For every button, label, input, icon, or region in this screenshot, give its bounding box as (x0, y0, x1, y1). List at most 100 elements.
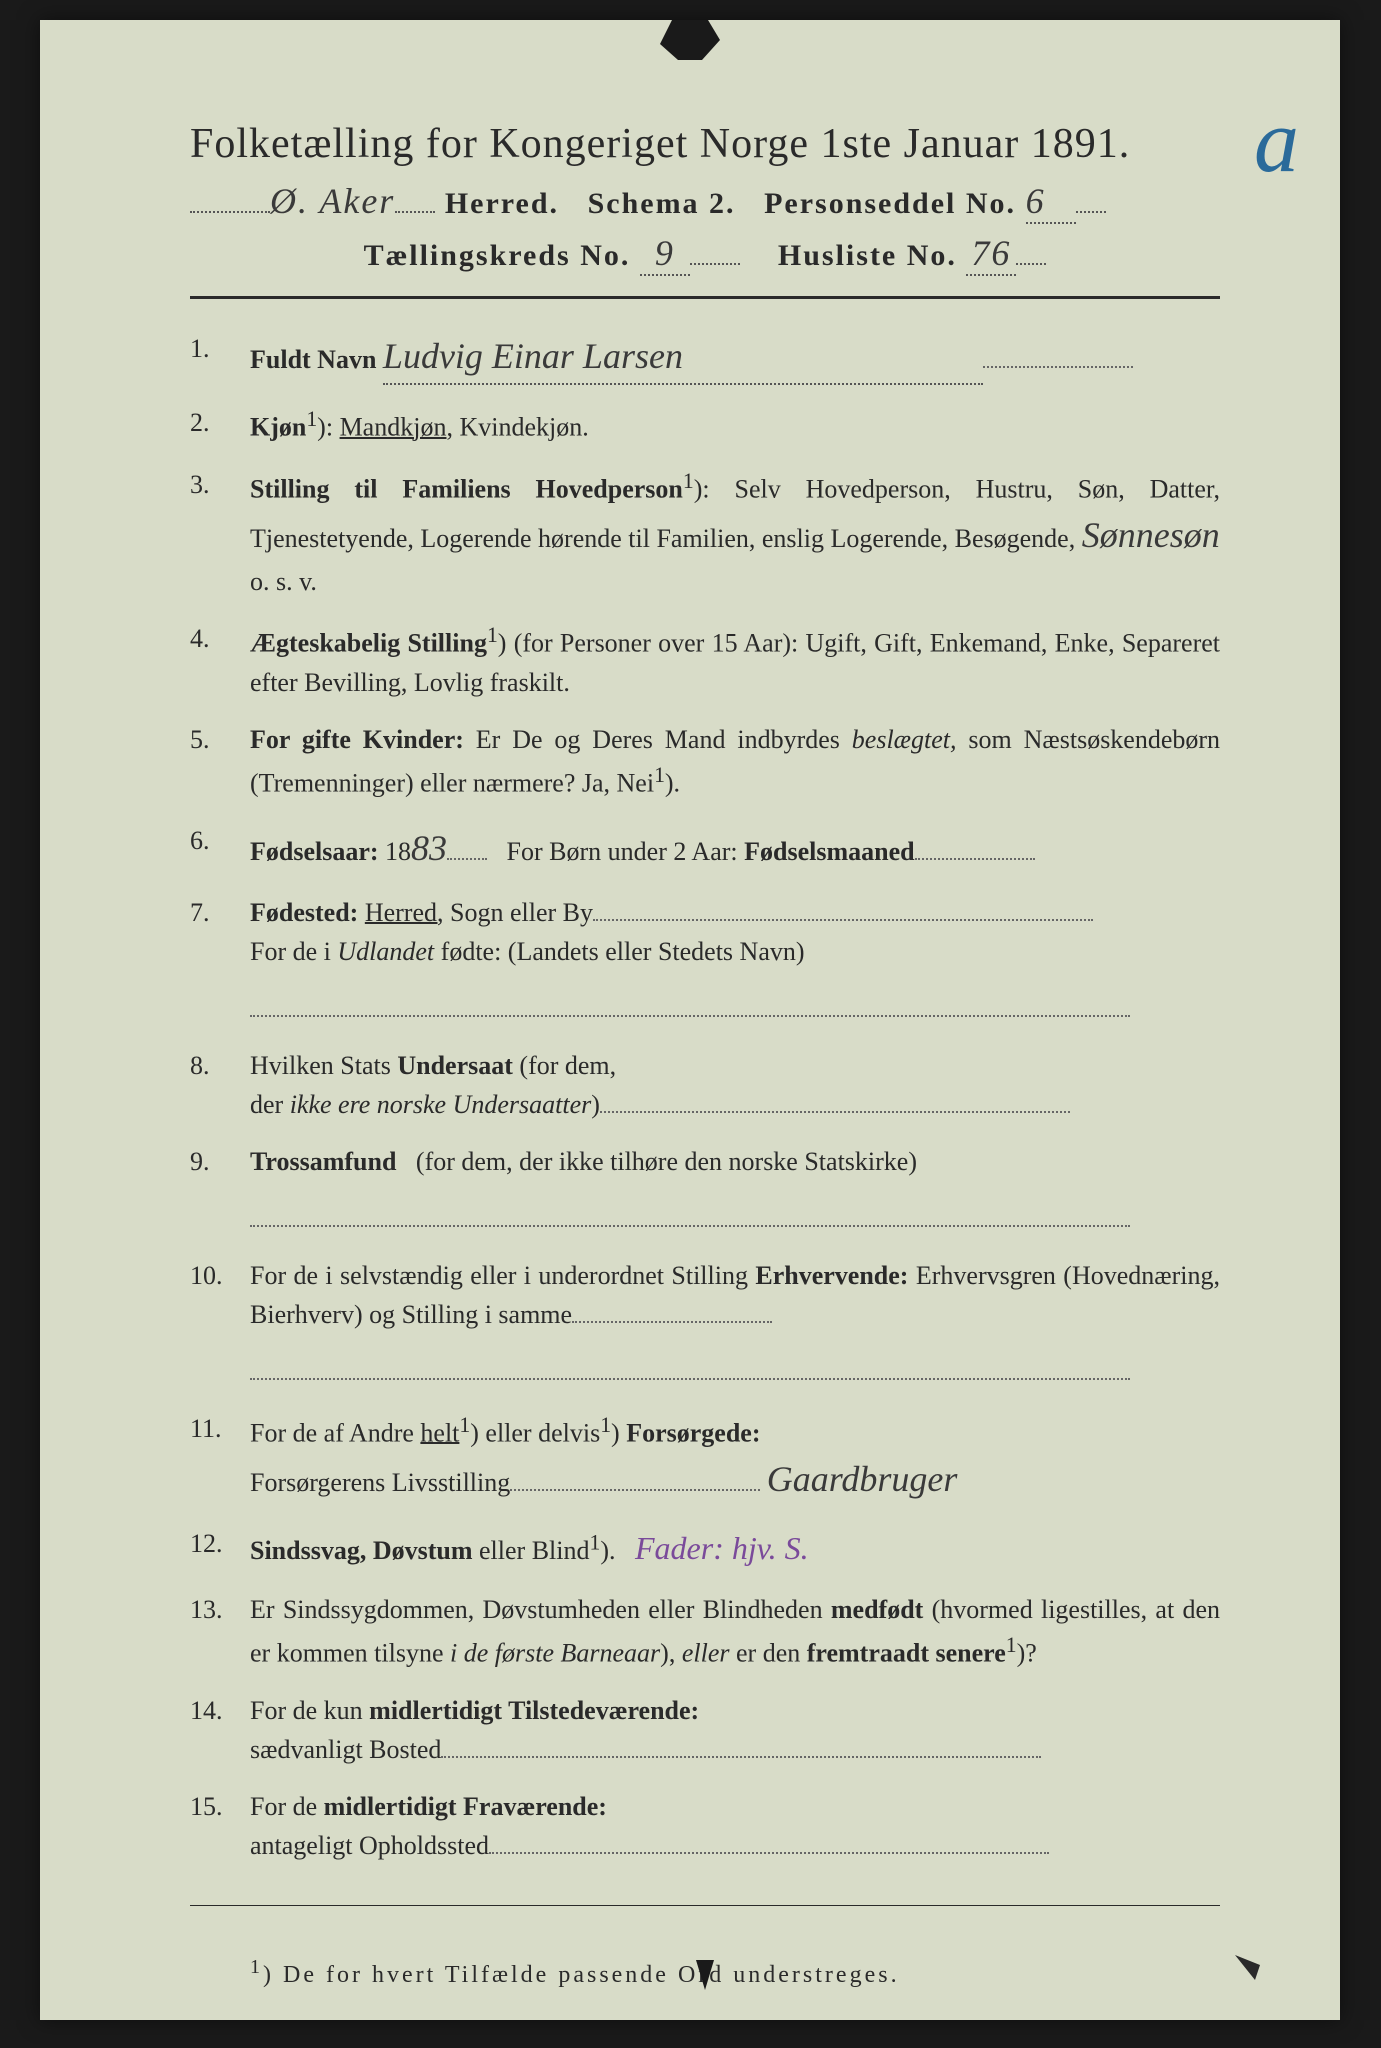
footer-divider (190, 1905, 1220, 1906)
field-8-text: Hvilken Stats (250, 1051, 391, 1080)
document-title: Folketælling for Kongeriget Norge 1ste J… (190, 120, 1220, 168)
field-7-label: Fødested: (250, 898, 358, 927)
annotation-letter: a (1254, 90, 1300, 193)
census-document: Folketælling for Kongeriget Norge 1ste J… (40, 20, 1340, 2020)
schema-label: Schema 2. (588, 187, 736, 220)
kreds-no: 9 (640, 232, 690, 276)
field-7-sub: For de i (250, 937, 331, 966)
field-num-6: 6. (190, 821, 250, 875)
field-7-sub-italic: Udlandet (337, 937, 434, 966)
field-11: 11. For de af Andre helt1) eller delvis1… (190, 1409, 1220, 1507)
personseddel-no: 6 (1026, 180, 1076, 224)
field-7-text: Sogn eller By (450, 898, 593, 927)
field-13: 13. Er Sindssygdommen, Døvstumheden elle… (190, 1590, 1220, 1673)
field-num-11: 11. (190, 1409, 250, 1507)
field-3-value: Sønnesøn (1082, 508, 1220, 562)
field-10-text: For de i selvstændig eller i underordnet… (250, 1261, 748, 1290)
field-num-5: 5. (190, 720, 250, 803)
field-3-suffix: o. s. v. (250, 567, 317, 596)
field-13-italic: i de første Barneaar (450, 1639, 660, 1668)
divider (190, 296, 1220, 299)
field-12: 12. Sindssvag, Døvstum eller Blind1). Fa… (190, 1524, 1220, 1572)
field-9-text: (for dem, der ikke tilhøre den norske St… (416, 1147, 917, 1176)
field-14-sub: sædvanligt Bosted (250, 1735, 441, 1764)
field-11-text2: eller delvis (485, 1418, 600, 1447)
field-num-1: 1. (190, 329, 250, 385)
field-num-8: 8. (190, 1046, 250, 1124)
field-13-bold2: fremtraadt senere (807, 1639, 1006, 1668)
field-12-label: Sindssvag, Døvstum (250, 1536, 473, 1565)
field-12-text: eller Blind (479, 1536, 589, 1565)
field-8-sub-italic: ikke ere norske Undersaatter (290, 1090, 592, 1119)
field-5: 5. For gifte Kvinder: Er De og Deres Man… (190, 720, 1220, 803)
field-13-bold: medfødt (831, 1595, 923, 1624)
field-8-bold: Undersaat (397, 1051, 513, 1080)
personseddel-label: Personseddel No. (764, 187, 1016, 220)
field-num-9: 9. (190, 1142, 250, 1181)
field-6-value: 83 (411, 821, 447, 875)
field-2-label: Kjøn (250, 413, 306, 442)
field-num-15: 15. (190, 1787, 250, 1865)
field-6-text2: For Børn under 2 Aar: (507, 837, 738, 866)
herred-label: Herred. (445, 187, 559, 220)
field-2: 2. Kjøn1): Mandkjøn, Kvindekjøn. (190, 403, 1220, 447)
field-num-13: 13. (190, 1590, 250, 1673)
husliste-label: Husliste No. (778, 239, 957, 272)
header-line-kreds: Tællingskreds No. 9 Husliste No. 76 (190, 232, 1220, 276)
field-15-sub: antageligt Opholdssted (250, 1831, 489, 1860)
field-1-value: Ludvig Einar Larsen (383, 329, 983, 385)
field-10-bold: Erhvervende: (755, 1261, 908, 1290)
field-6: 6. Fødselsaar: 1883 For Børn under 2 Aar… (190, 821, 1220, 875)
field-5-text: Er De og Deres Mand indbyrdes (476, 725, 840, 754)
field-12-value: Fader: hjv. S. (635, 1530, 809, 1566)
field-num-7: 7. (190, 893, 250, 971)
field-1-label: Fuldt Navn (250, 345, 376, 374)
bottom-mark-right (1235, 1955, 1260, 1980)
field-4: 4. Ægteskabelig Stilling1) (for Personer… (190, 619, 1220, 702)
field-15: 15. For de midlertidigt Fraværende: anta… (190, 1787, 1220, 1865)
field-6-prefix: 18 (385, 837, 411, 866)
field-5-italic: beslægtet, (852, 725, 957, 754)
field-13-italic2: eller (682, 1639, 730, 1668)
field-num-12: 12. (190, 1524, 250, 1572)
field-7-sub2: fødte: (Landets eller Stedets Navn) (441, 937, 805, 966)
field-11-value: Gaardbruger (767, 1452, 958, 1506)
field-11-text: For de af Andre (250, 1418, 414, 1447)
herred-value: Ø. Aker (270, 180, 395, 222)
footnote-text: De for hvert Tilfælde passende Ord under… (283, 1962, 900, 1988)
field-13-text: Er Sindssygdommen, Døvstumheden eller Bl… (250, 1595, 823, 1624)
field-10: 10. For de i selvstændig eller i underor… (190, 1256, 1220, 1334)
field-4-label: Ægteskabelig Stilling (250, 629, 487, 658)
field-8-sub: der (250, 1090, 283, 1119)
header-line-herred: Ø. Aker Herred. Schema 2. Personseddel N… (190, 180, 1220, 224)
field-num-3: 3. (190, 465, 250, 602)
field-7: 7. Fødested: Herred, Sogn eller By For d… (190, 893, 1220, 971)
field-2-underlined: Mandkjøn, (340, 413, 453, 442)
field-11-bold: Forsørgede: (626, 1418, 760, 1447)
field-num-4: 4. (190, 619, 250, 702)
field-15-text: For de (250, 1792, 317, 1821)
field-13-text4: er den (736, 1639, 800, 1668)
field-5-label: For gifte Kvinder: (250, 725, 464, 754)
field-8: 8. Hvilken Stats Undersaat (for dem, der… (190, 1046, 1220, 1124)
field-8-text2: (for dem, (519, 1051, 616, 1080)
paper-tear (660, 20, 720, 60)
field-num-10: 10. (190, 1256, 250, 1334)
field-num-2: 2. (190, 403, 250, 447)
field-14-bold: midlertidigt Tilstedeværende: (369, 1696, 699, 1725)
husliste-no: 76 (966, 232, 1016, 276)
field-num-14: 14. (190, 1691, 250, 1769)
field-6-label: Fødselsaar: (250, 837, 379, 866)
field-7-underlined: Herred, (365, 898, 444, 927)
field-9-label: Trossamfund (250, 1147, 396, 1176)
field-15-bold: midlertidigt Fraværende: (324, 1792, 607, 1821)
field-14: 14. For de kun midlertidigt Tilstedevære… (190, 1691, 1220, 1769)
title-text: Folketælling for Kongeriget Norge 1ste J… (190, 121, 1130, 167)
field-14-text: For de kun (250, 1696, 363, 1725)
field-9: 9. Trossamfund (for dem, der ikke tilhør… (190, 1142, 1220, 1181)
field-6-label2: Fødselsmaaned (744, 837, 914, 866)
field-11-sub: Forsørgerens Livsstilling (250, 1468, 510, 1497)
footnote-sup: 1 (250, 1956, 263, 1978)
field-1: 1. Fuldt Navn Ludvig Einar Larsen (190, 329, 1220, 385)
field-3: 3. Stilling til Familiens Hovedperson1):… (190, 465, 1220, 602)
